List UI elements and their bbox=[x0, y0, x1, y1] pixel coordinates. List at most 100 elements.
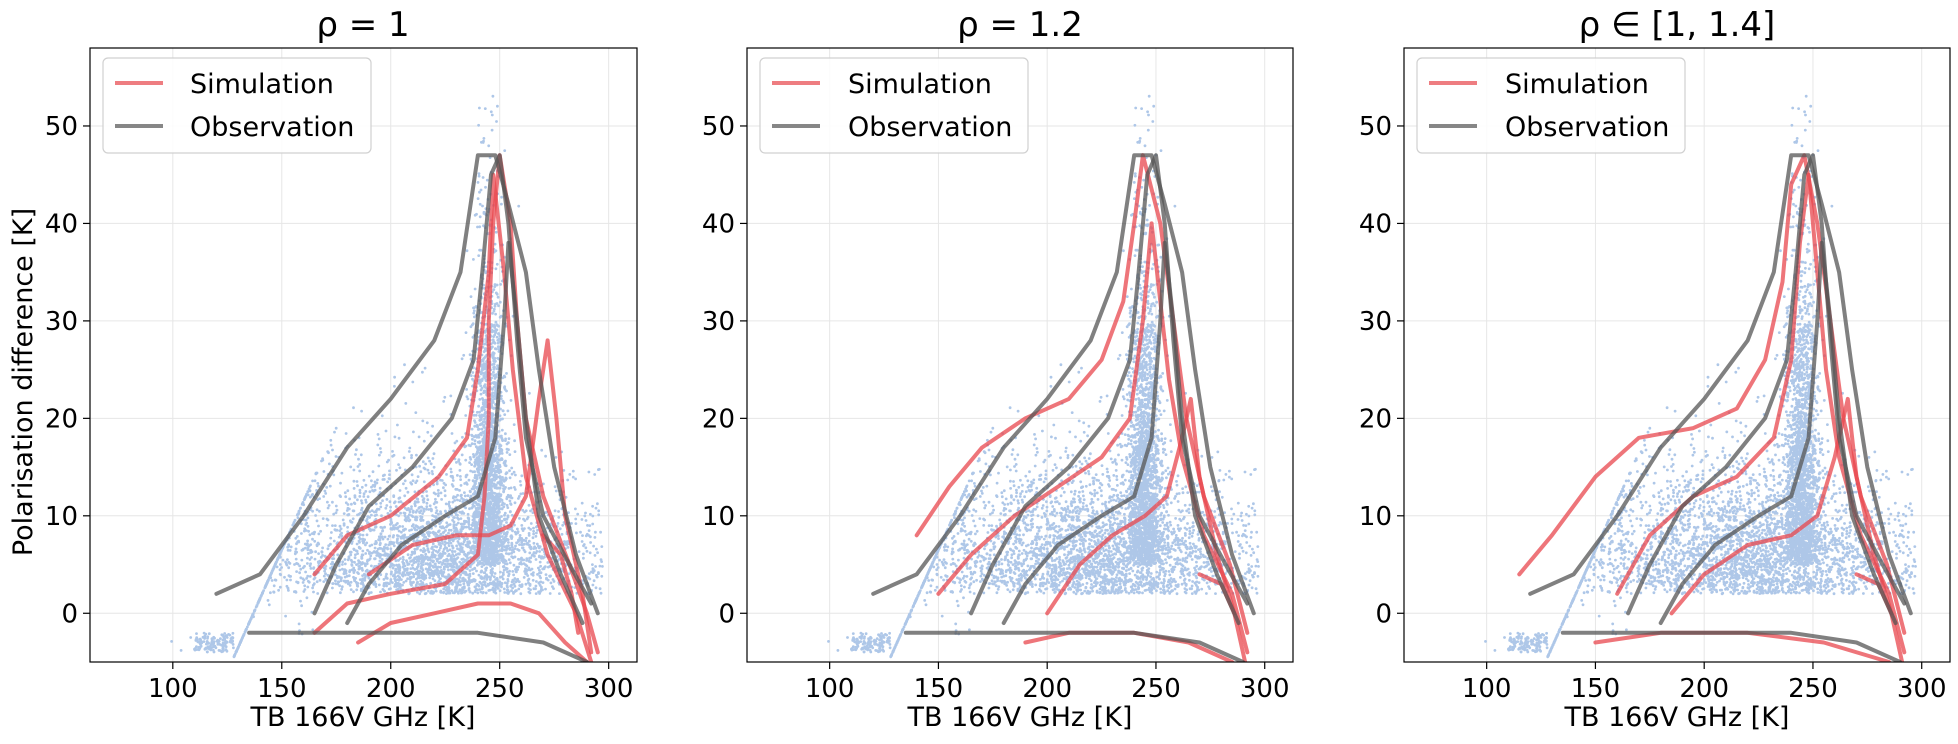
scatter-point bbox=[499, 531, 503, 535]
scatter-point bbox=[351, 517, 355, 521]
scatter-point bbox=[415, 571, 418, 575]
scatter-point bbox=[463, 586, 466, 590]
scatter-point bbox=[371, 489, 374, 492]
scatter-point bbox=[540, 556, 543, 560]
scatter-point bbox=[451, 561, 455, 564]
scatter-point bbox=[473, 566, 477, 570]
scatter-point bbox=[521, 492, 525, 495]
scatter-point bbox=[498, 449, 501, 453]
scatter-point bbox=[321, 517, 325, 520]
scatter-point bbox=[386, 552, 389, 556]
scatter-point bbox=[412, 575, 416, 579]
scatter-point bbox=[333, 430, 336, 434]
scatter-point bbox=[339, 527, 343, 531]
scatter-point bbox=[523, 527, 526, 530]
scatter-point bbox=[339, 591, 342, 595]
scatter-point bbox=[434, 524, 437, 528]
scatter-point bbox=[279, 573, 282, 577]
scatter-point bbox=[377, 538, 380, 542]
scatter-point bbox=[394, 559, 398, 563]
scatter-point bbox=[304, 523, 308, 526]
scatter-point bbox=[450, 432, 454, 435]
scatter-point bbox=[428, 565, 431, 569]
scatter-point bbox=[532, 541, 536, 545]
scatter-point bbox=[310, 493, 314, 497]
scatter-point bbox=[464, 414, 468, 417]
scatter-point bbox=[527, 539, 531, 543]
scatter-point bbox=[305, 596, 309, 600]
scatter-point bbox=[456, 513, 459, 517]
scatter-point bbox=[378, 486, 382, 490]
scatter-point bbox=[206, 650, 209, 654]
scatter-point bbox=[452, 554, 456, 558]
scatter-point bbox=[242, 633, 246, 636]
scatter-point bbox=[426, 498, 430, 502]
scatter-point bbox=[439, 555, 443, 559]
scatter-point bbox=[431, 457, 435, 460]
scatter-point bbox=[487, 491, 490, 495]
scatter-point bbox=[376, 547, 380, 551]
scatter-point bbox=[479, 392, 483, 396]
scatter-point bbox=[223, 638, 227, 641]
scatter-point bbox=[373, 480, 377, 484]
scatter-point bbox=[520, 540, 524, 544]
scatter-point bbox=[402, 558, 405, 561]
scatter-point bbox=[461, 435, 464, 439]
scatter-point bbox=[393, 384, 396, 388]
scatter-point bbox=[515, 541, 518, 545]
scatter-point bbox=[412, 539, 416, 543]
scatter-point bbox=[592, 579, 596, 583]
scatter-point bbox=[396, 522, 399, 525]
scatter-point bbox=[481, 397, 484, 400]
scatter-point bbox=[402, 571, 405, 575]
scatter-point bbox=[398, 571, 401, 575]
scatter-point bbox=[476, 583, 480, 587]
scatter-point bbox=[441, 552, 444, 556]
scatter-point bbox=[303, 527, 307, 531]
scatter-point bbox=[524, 582, 528, 586]
scatter-point bbox=[423, 467, 427, 471]
scatter-point bbox=[324, 492, 328, 495]
scatter-point bbox=[532, 547, 536, 550]
scatter-point bbox=[480, 379, 484, 382]
scatter-point bbox=[334, 582, 338, 586]
scatter-point bbox=[287, 589, 290, 592]
scatter-point bbox=[429, 434, 433, 438]
scatter-point bbox=[396, 423, 399, 427]
scatter-point bbox=[492, 381, 496, 384]
scatter-point bbox=[368, 510, 372, 514]
scatter-point bbox=[341, 563, 344, 566]
scatter-point bbox=[492, 358, 496, 362]
scatter-point bbox=[464, 525, 468, 529]
scatter-point bbox=[584, 546, 588, 550]
scatter-point bbox=[415, 509, 419, 512]
scatter-point bbox=[338, 529, 342, 533]
scatter-point bbox=[597, 467, 601, 471]
scatter-point bbox=[441, 542, 444, 545]
scatter-point bbox=[361, 568, 364, 572]
scatter-point bbox=[500, 585, 503, 589]
scatter-point bbox=[458, 489, 461, 492]
scatter-point bbox=[401, 560, 405, 564]
scatter-point bbox=[397, 534, 400, 538]
scatter-point bbox=[505, 503, 509, 507]
scatter-point bbox=[410, 473, 414, 477]
scatter-point bbox=[527, 532, 531, 535]
scatter-point bbox=[298, 564, 301, 568]
scatter-point bbox=[404, 573, 407, 577]
scatter-point bbox=[377, 583, 381, 587]
scatter-point bbox=[361, 574, 364, 577]
scatter-point bbox=[306, 493, 310, 497]
scatter-point bbox=[487, 557, 491, 561]
scatter-point bbox=[502, 505, 506, 509]
scatter-point bbox=[310, 556, 313, 559]
scatter-point bbox=[231, 640, 235, 643]
scatter-point bbox=[473, 490, 477, 493]
scatter-point bbox=[520, 543, 524, 547]
scatter-point bbox=[492, 559, 496, 563]
scatter-point bbox=[482, 224, 485, 228]
scatter-point bbox=[424, 552, 428, 556]
scatter-point bbox=[517, 497, 520, 500]
scatter-point bbox=[508, 453, 512, 456]
scatter-point bbox=[284, 614, 287, 618]
